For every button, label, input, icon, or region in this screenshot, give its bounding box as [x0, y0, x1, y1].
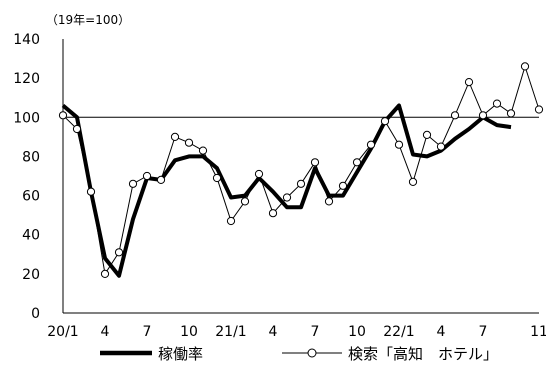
x-tick-label: 10 [348, 324, 366, 340]
x-tick-label: 7 [311, 324, 320, 340]
series-search-point [282, 193, 292, 202]
x-tick-label: 10 [180, 324, 198, 340]
series-search-point [366, 140, 376, 149]
unit-note: （19年=100） [46, 13, 130, 27]
series-search-point [520, 62, 530, 71]
legend-search-marker [307, 348, 317, 358]
series-search-point [436, 142, 446, 151]
y-tick-label: 80 [22, 149, 40, 165]
series-search-point [240, 197, 250, 206]
x-tick-label: 4 [269, 324, 278, 340]
series-search-point [170, 132, 180, 141]
series-search-point [422, 130, 432, 139]
y-tick-label: 20 [22, 267, 40, 283]
x-tick-label: 22/1 [383, 324, 414, 340]
series-search-point [324, 197, 334, 206]
x-tick-label: 4 [101, 324, 110, 340]
y-tick-label: 0 [31, 306, 40, 322]
series-search-point [226, 216, 236, 226]
legend-search-label: 検索「高知 ホテル」 [348, 345, 498, 363]
y-tick-label: 140 [13, 32, 40, 48]
series-search-point [198, 146, 208, 155]
series-search-point [156, 175, 166, 184]
series-search-point [254, 169, 264, 179]
series-search-point [72, 124, 82, 134]
series-search-point [310, 158, 320, 167]
series-search-point [534, 105, 544, 114]
legend-occupancy-label: 稼働率 [158, 345, 203, 363]
x-tick-label: 4 [437, 324, 446, 340]
x-tick-label: 7 [143, 324, 152, 340]
series-search-point [268, 209, 278, 218]
series-search-point [86, 187, 96, 196]
series-search-point [464, 78, 474, 87]
y-tick-label: 40 [22, 228, 40, 244]
y-tick-label: 60 [22, 189, 40, 205]
series-search-point [184, 138, 194, 147]
series-search-point [128, 179, 138, 188]
series-search-point [296, 179, 306, 188]
series-search-point [338, 181, 348, 190]
x-tick-label: 7 [479, 324, 488, 340]
series-search-point [478, 111, 488, 120]
y-tick-label: 120 [13, 71, 40, 87]
x-tick-label: 11 [530, 324, 546, 340]
x-tick-label: 21/1 [215, 324, 246, 340]
series-search-point [114, 248, 124, 257]
legend: 稼働率 検索「高知 ホテル」 [100, 345, 498, 363]
series-search-point [142, 171, 152, 181]
series-search-line [62, 64, 540, 276]
series-search-point [450, 111, 460, 120]
series-search-point [352, 158, 362, 167]
series-search-point [58, 111, 68, 120]
series-search-point [100, 269, 110, 278]
y-axis-ticks: 0 20 40 60 80 100 120 140 [13, 32, 40, 322]
series-search-point [394, 140, 404, 149]
series-search-point [408, 177, 418, 186]
y-tick-label: 100 [13, 110, 40, 126]
x-tick-label: 20/1 [47, 324, 78, 340]
series-group [58, 62, 544, 278]
series-search-point [380, 117, 390, 126]
series-search-point [506, 109, 516, 118]
series-search-point [492, 99, 502, 108]
series-search-point [212, 173, 222, 183]
x-axis-ticks: 20/1 4 7 10 21/1 4 7 10 22/1 4 7 11 [47, 324, 546, 340]
axes [62, 39, 539, 314]
series-occupancy-line [61, 103, 512, 278]
